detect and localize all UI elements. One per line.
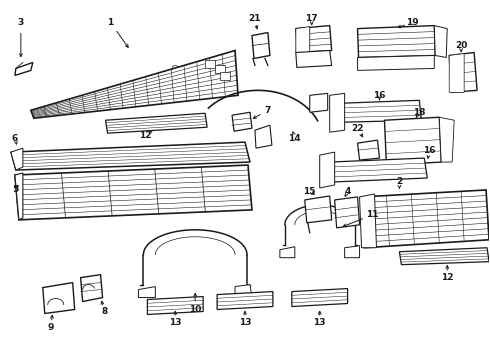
- Text: 13: 13: [239, 318, 251, 327]
- Polygon shape: [335, 197, 360, 228]
- Text: 3: 3: [18, 18, 24, 27]
- Polygon shape: [280, 247, 295, 258]
- Text: 12: 12: [139, 131, 151, 140]
- Polygon shape: [344, 246, 360, 258]
- Text: 5: 5: [12, 185, 18, 194]
- Text: 16: 16: [373, 91, 386, 100]
- Polygon shape: [147, 297, 203, 315]
- Polygon shape: [215, 66, 225, 73]
- Polygon shape: [305, 196, 332, 223]
- Polygon shape: [358, 26, 435, 58]
- Polygon shape: [11, 148, 23, 170]
- Polygon shape: [292, 289, 347, 306]
- Polygon shape: [360, 194, 376, 248]
- Text: 1: 1: [107, 18, 114, 27]
- Polygon shape: [385, 117, 441, 165]
- Polygon shape: [330, 158, 427, 182]
- Polygon shape: [81, 275, 102, 302]
- Text: 7: 7: [265, 106, 271, 115]
- Text: 20: 20: [455, 41, 467, 50]
- Polygon shape: [232, 112, 252, 131]
- Polygon shape: [43, 283, 74, 314]
- Text: 15: 15: [303, 188, 316, 197]
- Polygon shape: [31, 50, 238, 118]
- Polygon shape: [296, 50, 332, 67]
- Text: 10: 10: [189, 305, 201, 314]
- Text: 21: 21: [249, 14, 261, 23]
- Text: 4: 4: [344, 188, 351, 197]
- Polygon shape: [296, 27, 310, 53]
- Polygon shape: [449, 53, 477, 92]
- Polygon shape: [449, 54, 464, 92]
- Polygon shape: [310, 93, 328, 112]
- Polygon shape: [138, 287, 155, 298]
- Polygon shape: [255, 125, 272, 148]
- Polygon shape: [15, 62, 33, 75]
- Text: 6: 6: [12, 134, 18, 143]
- Polygon shape: [439, 117, 454, 162]
- Polygon shape: [340, 100, 421, 122]
- Polygon shape: [330, 93, 344, 132]
- Text: 13: 13: [169, 318, 181, 327]
- Text: 8: 8: [101, 307, 108, 316]
- Text: 11: 11: [366, 210, 379, 219]
- Polygon shape: [11, 142, 250, 170]
- Polygon shape: [362, 190, 489, 248]
- Polygon shape: [217, 292, 273, 310]
- Text: 12: 12: [441, 273, 453, 282]
- Polygon shape: [15, 173, 23, 220]
- Text: 13: 13: [314, 318, 326, 327]
- Polygon shape: [319, 152, 335, 188]
- Polygon shape: [205, 60, 215, 68]
- Polygon shape: [220, 72, 230, 80]
- Text: 9: 9: [48, 323, 54, 332]
- Polygon shape: [434, 26, 447, 58]
- Polygon shape: [358, 55, 434, 71]
- Text: 17: 17: [305, 14, 318, 23]
- Polygon shape: [252, 32, 270, 58]
- Text: 18: 18: [413, 108, 426, 117]
- Polygon shape: [358, 140, 379, 160]
- Text: 16: 16: [423, 145, 436, 154]
- Text: 14: 14: [289, 134, 301, 143]
- Polygon shape: [15, 165, 252, 220]
- Polygon shape: [235, 285, 252, 298]
- Polygon shape: [399, 248, 489, 265]
- Polygon shape: [296, 26, 332, 53]
- Polygon shape: [105, 113, 207, 133]
- Text: 22: 22: [351, 124, 364, 133]
- Text: 2: 2: [396, 177, 402, 186]
- Text: 19: 19: [406, 18, 418, 27]
